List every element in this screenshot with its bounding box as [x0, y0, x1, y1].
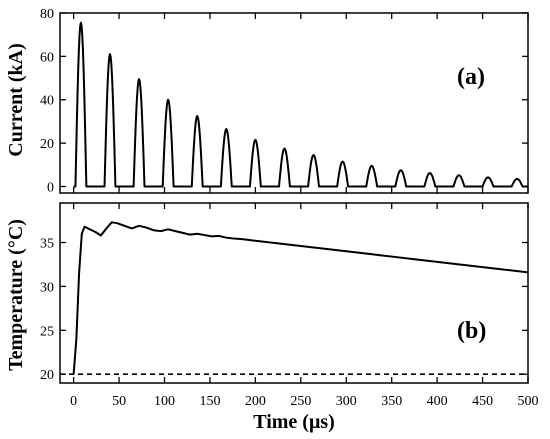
time-x-tick-label: 250: [290, 394, 311, 409]
time-x-tick-label: 150: [199, 394, 220, 409]
time-x-tick-label: 50: [112, 394, 126, 409]
current-y-tick-label: 60: [40, 50, 54, 65]
time-x-tick-labels: 0 50 100 150 200 250 300 350 400 450 500: [70, 394, 538, 409]
panel-label-b: (b): [457, 318, 486, 344]
temperature-y-axis-title: Temperature (°C): [5, 219, 27, 371]
time-x-tick-label: 400: [427, 394, 448, 409]
time-x-tick-label: 200: [245, 394, 266, 409]
temperature-y-tick-labels: 20 25 30 35: [40, 237, 54, 384]
current-y-tick-label: 20: [40, 137, 54, 152]
temperature-axis-ticks: [60, 203, 529, 383]
current-y-tick-labels: 0 20 40 60 80: [40, 7, 54, 195]
current-axis-ticks: [60, 12, 529, 193]
panel-label-a: (a): [457, 64, 485, 90]
temperature-series: [72, 221, 529, 375]
temperature-y-tick-label: 25: [40, 324, 54, 339]
temperature-y-tick-label: 30: [40, 280, 54, 295]
time-x-axis-title: Time (μs): [253, 411, 335, 433]
temperature-plot-frame: [59, 202, 529, 384]
current-plot-frame: [59, 12, 529, 194]
current-y-tick-label: 80: [40, 7, 54, 22]
current-panel: 0 20 40 60 80 (a) Current (kA): [5, 7, 529, 195]
time-x-tick-label: 100: [154, 394, 175, 409]
time-x-tick-label: 300: [336, 394, 357, 409]
temperature-y-tick-label: 35: [40, 237, 54, 252]
current-pulse-series: [73, 21, 528, 188]
time-x-tick-label: 450: [472, 394, 493, 409]
current-y-tick-label: 0: [47, 180, 54, 195]
time-x-tick-label: 350: [381, 394, 402, 409]
temperature-y-tick-label: 20: [40, 368, 54, 383]
time-x-tick-label: 500: [518, 394, 539, 409]
current-y-tick-label: 40: [40, 94, 54, 109]
current-y-axis-title: Current (kA): [5, 43, 27, 157]
time-x-tick-label: 0: [70, 394, 77, 409]
